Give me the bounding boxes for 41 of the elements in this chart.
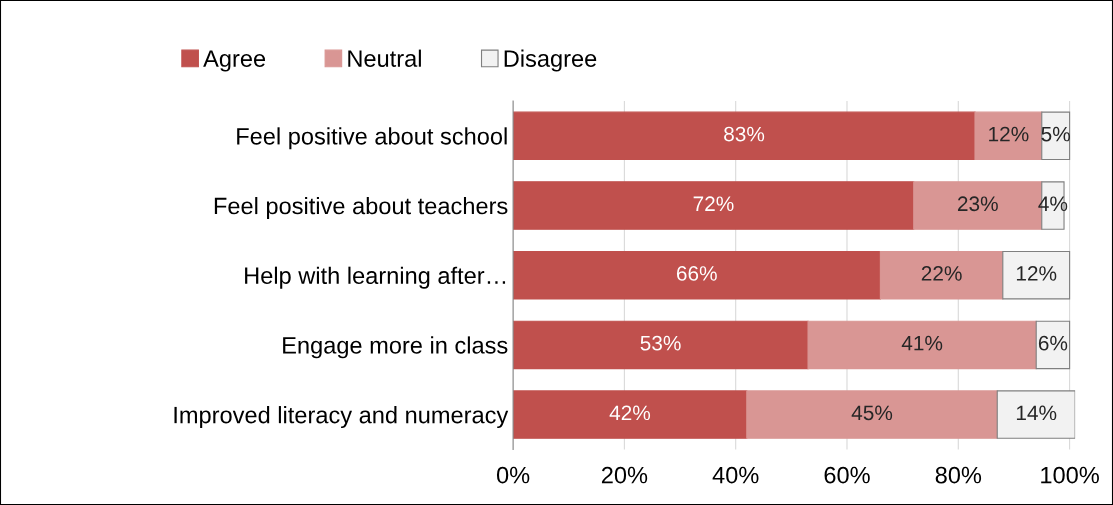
y-tick-label: Feel positive about school [237, 127, 507, 150]
legend-label: Disagree [504, 49, 597, 72]
x-tick-label: 40% [712, 466, 759, 484]
legend-label: Agree [203, 50, 266, 72]
data-label: 41% [901, 335, 943, 351]
y-tick-label: Improved literacy and numeracy [174, 406, 509, 429]
bar [974, 111, 1043, 161]
x-tick-label: 100% [1041, 466, 1099, 484]
bar [746, 390, 998, 439]
x-tick-label: 20% [601, 466, 648, 484]
legend-label: Neutral [348, 49, 421, 67]
bar [513, 250, 881, 300]
bar [513, 111, 976, 161]
x-tick-label: 0% [496, 466, 530, 484]
bar [996, 390, 1076, 439]
data-label: 45% [851, 405, 893, 421]
data-label: 12% [989, 126, 1029, 142]
data-label: 42% [609, 405, 651, 421]
bar [879, 250, 1004, 300]
data-label: 83% [724, 126, 765, 142]
bar [807, 320, 1037, 370]
data-label: 66% [676, 266, 717, 281]
x-tick-label: 60% [824, 466, 870, 484]
bar [1041, 111, 1071, 161]
data-label: 53% [640, 335, 681, 351]
data-label: 23% [957, 196, 998, 212]
y-tick-label: Help with learning after… [245, 266, 506, 289]
y-tick-label: Engage more in class [283, 336, 508, 359]
data-label: 5% [1041, 126, 1070, 142]
bar [513, 181, 915, 230]
data-label: 12% [1016, 266, 1057, 281]
data-label: 4% [1038, 196, 1068, 212]
x-tick-label: 80% [935, 466, 982, 484]
data-label: 22% [921, 266, 962, 281]
data-label: 72% [693, 196, 734, 212]
bar [513, 320, 809, 370]
bar [513, 390, 748, 439]
y-tick-label: Feel positive about teachers [214, 196, 508, 219]
data-label: 6% [1038, 335, 1068, 351]
data-label: 14% [1016, 405, 1057, 421]
bar [1002, 250, 1071, 300]
